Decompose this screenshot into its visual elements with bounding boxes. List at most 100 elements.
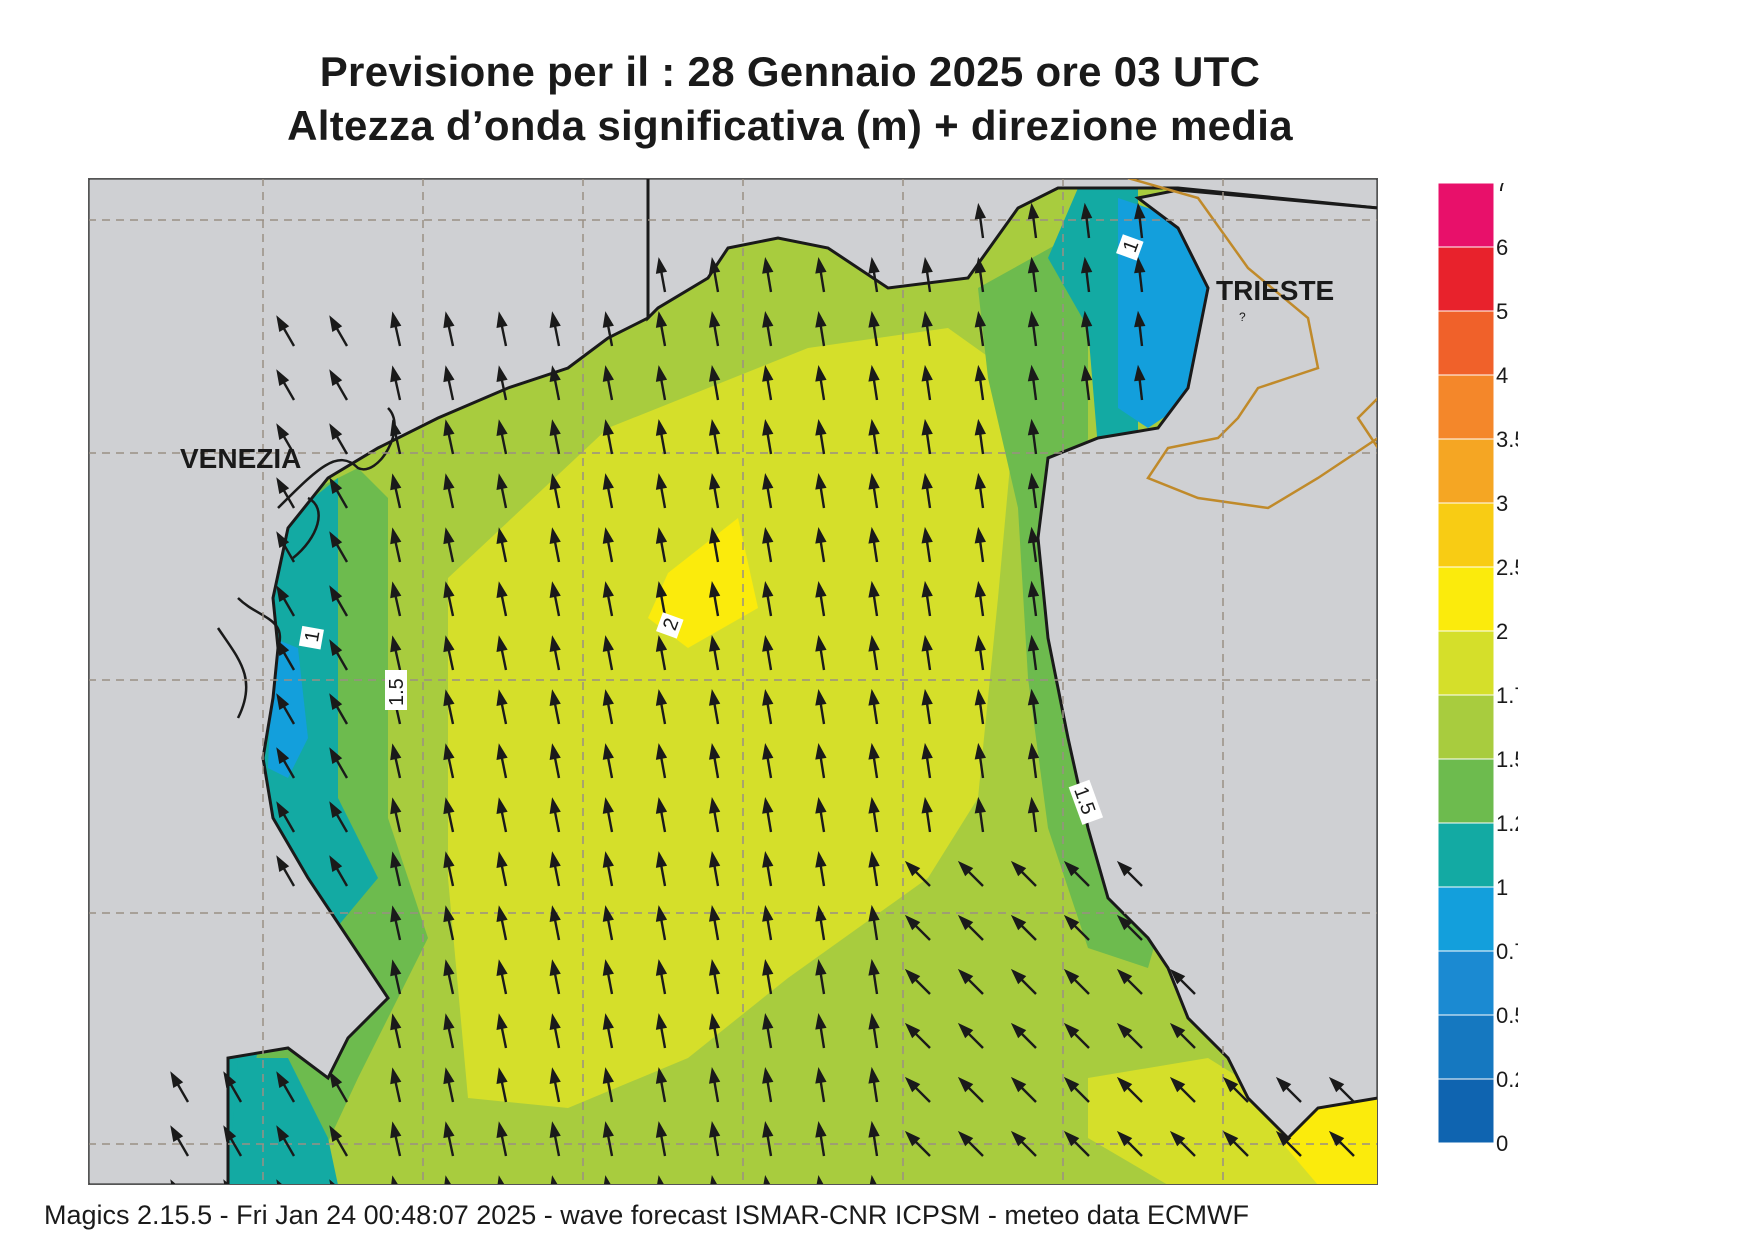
wave-arrow-head bbox=[868, 1120, 880, 1138]
wave-arrow-head bbox=[815, 472, 827, 490]
colorbar-swatch bbox=[1438, 310, 1495, 376]
wave-arrow-head bbox=[762, 689, 774, 706]
wave-arrow-head bbox=[655, 797, 668, 814]
wave-arrow-head bbox=[762, 365, 774, 382]
wave-arrow-head bbox=[390, 1067, 402, 1085]
wave-arrow-head bbox=[549, 743, 561, 760]
wave-arrow-head bbox=[974, 310, 986, 328]
wave-arrow-head bbox=[710, 1175, 718, 1185]
wave-arrow-head bbox=[655, 959, 668, 976]
wave-arrow-head bbox=[868, 310, 880, 328]
wave-arrow-head bbox=[1027, 418, 1040, 436]
wave-arrow-head bbox=[762, 419, 774, 436]
colorbar-label: 2.5 bbox=[1496, 555, 1518, 580]
wave-arrow-head bbox=[957, 968, 974, 985]
wave-arrow-head bbox=[815, 850, 827, 868]
wave-arrow-head bbox=[1010, 1130, 1027, 1147]
wave-arrow-head bbox=[329, 1071, 343, 1088]
colorbar-swatch bbox=[1438, 1014, 1495, 1080]
wave-arrow-head bbox=[815, 580, 827, 598]
wave-arrow-head bbox=[1328, 1076, 1345, 1093]
wave-arrow-head bbox=[655, 365, 668, 382]
wave-arrow-head bbox=[549, 905, 561, 922]
wave-arrow-head bbox=[329, 1125, 343, 1142]
forecast-title: Previsione per il : 28 Gennaio 2025 ore … bbox=[319, 48, 1261, 95]
wave-arrow-head bbox=[496, 959, 508, 977]
wave-arrow-head bbox=[709, 527, 721, 544]
wave-arrow-head bbox=[496, 1121, 508, 1139]
venice-lagoon bbox=[216, 407, 396, 719]
wave-arrow-head bbox=[390, 527, 402, 545]
colorbar-label: 1.25 bbox=[1496, 811, 1518, 836]
wave-arrow-head bbox=[1027, 796, 1040, 814]
wave-arrow-head bbox=[329, 585, 343, 602]
wave-arrow-head bbox=[276, 693, 290, 710]
wave-arrow-head bbox=[329, 855, 343, 872]
wave-arrow-head bbox=[656, 1175, 665, 1185]
wave-arrow-head bbox=[957, 1022, 974, 1039]
wave-arrow-head bbox=[602, 905, 614, 922]
colorbar-swatch bbox=[1438, 694, 1495, 760]
wave-arrow-head bbox=[329, 639, 343, 656]
wave-arrow-head bbox=[602, 419, 614, 436]
wave-arrow-head bbox=[709, 635, 721, 652]
wave-arrow-head bbox=[1275, 1076, 1292, 1093]
wave-arrow-head bbox=[762, 1013, 774, 1030]
wave-arrow-head bbox=[549, 527, 561, 544]
wave-arrow-head bbox=[443, 419, 455, 437]
wave-arrow-head bbox=[1063, 860, 1080, 877]
wave-arrow-head bbox=[957, 1130, 974, 1147]
wave-arrow-head bbox=[1080, 310, 1093, 328]
colorbar-label: 5 bbox=[1496, 299, 1508, 324]
wave-arrow-head bbox=[549, 419, 561, 436]
wave-arrow-head bbox=[443, 905, 455, 923]
wave-arrow-head bbox=[443, 959, 455, 977]
wave-arrow-head bbox=[170, 1125, 184, 1142]
colorbar-swatch bbox=[1438, 758, 1495, 824]
wave-arrow-head bbox=[549, 1067, 561, 1084]
wave-arrow-head bbox=[868, 418, 880, 436]
wave-arrow-head bbox=[974, 688, 986, 706]
wave-arrow-head bbox=[443, 743, 455, 761]
wave-arrow-head bbox=[443, 365, 455, 383]
colorbar-swatch bbox=[1438, 822, 1495, 888]
wave-arrow-head bbox=[815, 526, 827, 544]
wave-arrow-head bbox=[904, 914, 921, 931]
wave-arrow-head bbox=[709, 1067, 721, 1084]
wave-arrow-head bbox=[602, 959, 614, 976]
wave-arrow-head bbox=[1027, 580, 1040, 598]
wave-arrow-head bbox=[1116, 968, 1133, 985]
wave-arrow-head bbox=[276, 1125, 290, 1142]
wave-arrow-head bbox=[170, 1179, 178, 1185]
wave-arrow-head bbox=[1222, 1076, 1239, 1093]
wave-arrow-head bbox=[904, 1130, 921, 1147]
wave-arrow-head bbox=[390, 797, 402, 815]
wave-arrow-head bbox=[921, 256, 933, 274]
wave-arrow-head bbox=[443, 851, 455, 869]
wave-arrow-head bbox=[868, 958, 880, 976]
wave-arrow-head bbox=[276, 801, 290, 818]
wave-arrow-head bbox=[815, 796, 827, 814]
wave-arrow-head bbox=[762, 257, 774, 274]
colorbar-label: 1.75 bbox=[1496, 683, 1518, 708]
wave-arrow-head bbox=[815, 364, 827, 382]
wave-arrow-head bbox=[655, 1013, 668, 1030]
contour-labels: 1 1 1.5 2 1.5 bbox=[298, 234, 1144, 825]
wave-arrow-head bbox=[904, 1022, 921, 1039]
wave-arrow-head bbox=[655, 311, 668, 328]
wave-arrow-head bbox=[655, 743, 668, 760]
colorbar-label: 3 bbox=[1496, 491, 1508, 516]
wave-arrow-head bbox=[762, 959, 774, 976]
wave-arrow-head bbox=[655, 581, 668, 598]
footer-credit: Magics 2.15.5 - Fri Jan 24 00:48:07 2025… bbox=[44, 1200, 1249, 1230]
wave-arrow-head bbox=[762, 1067, 774, 1084]
wave-arrow-head bbox=[974, 526, 986, 544]
wave-arrow-head bbox=[549, 959, 561, 976]
wave-arrow-head bbox=[443, 635, 455, 653]
wave-arrow-head bbox=[1010, 860, 1027, 877]
wave-arrow-head bbox=[974, 634, 986, 652]
wave-arrow-head bbox=[443, 1067, 455, 1085]
colorbar-swatch bbox=[1438, 438, 1495, 504]
wave-arrow-head bbox=[276, 747, 290, 764]
wave-arrow-head bbox=[496, 581, 508, 599]
